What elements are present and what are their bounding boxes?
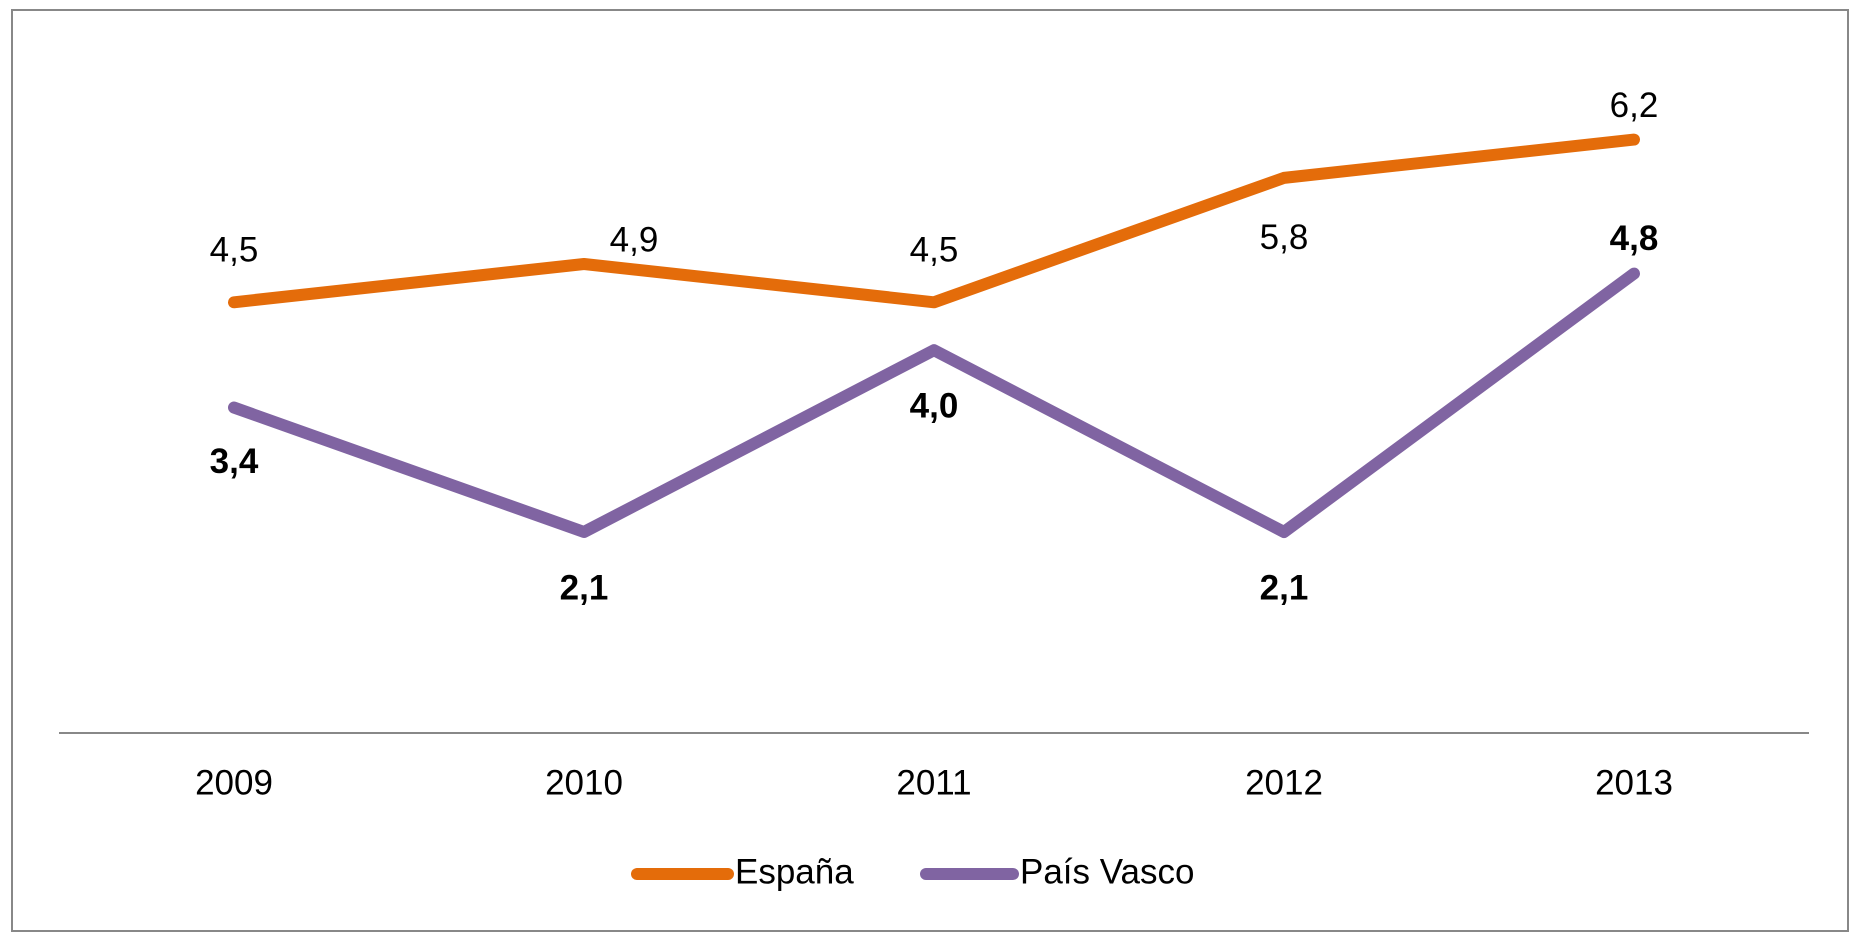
data-label: 4,8 [1610,219,1659,258]
x-tick-label: 2009 [195,763,273,802]
data-label: 5,8 [1260,218,1309,257]
x-tick-label: 2010 [545,763,623,802]
data-label: 4,0 [910,386,959,425]
data-label: 4,5 [910,231,959,270]
x-tick-label: 2011 [896,763,971,802]
data-label: 2,1 [560,568,609,607]
legend-label: País Vasco [1020,852,1194,891]
data-label: 6,2 [1610,86,1659,125]
data-label: 4,5 [210,231,259,270]
x-tick-label: 2012 [1245,763,1323,802]
data-label: 4,9 [610,220,659,259]
line-series [228,133,1640,309]
chart-border [11,9,1849,932]
x-tick-label: 2013 [1595,763,1673,802]
line-series [228,267,1640,538]
data-label: 2,1 [1260,568,1309,607]
legend-label: España [735,852,854,891]
data-label: 3,4 [210,442,259,481]
